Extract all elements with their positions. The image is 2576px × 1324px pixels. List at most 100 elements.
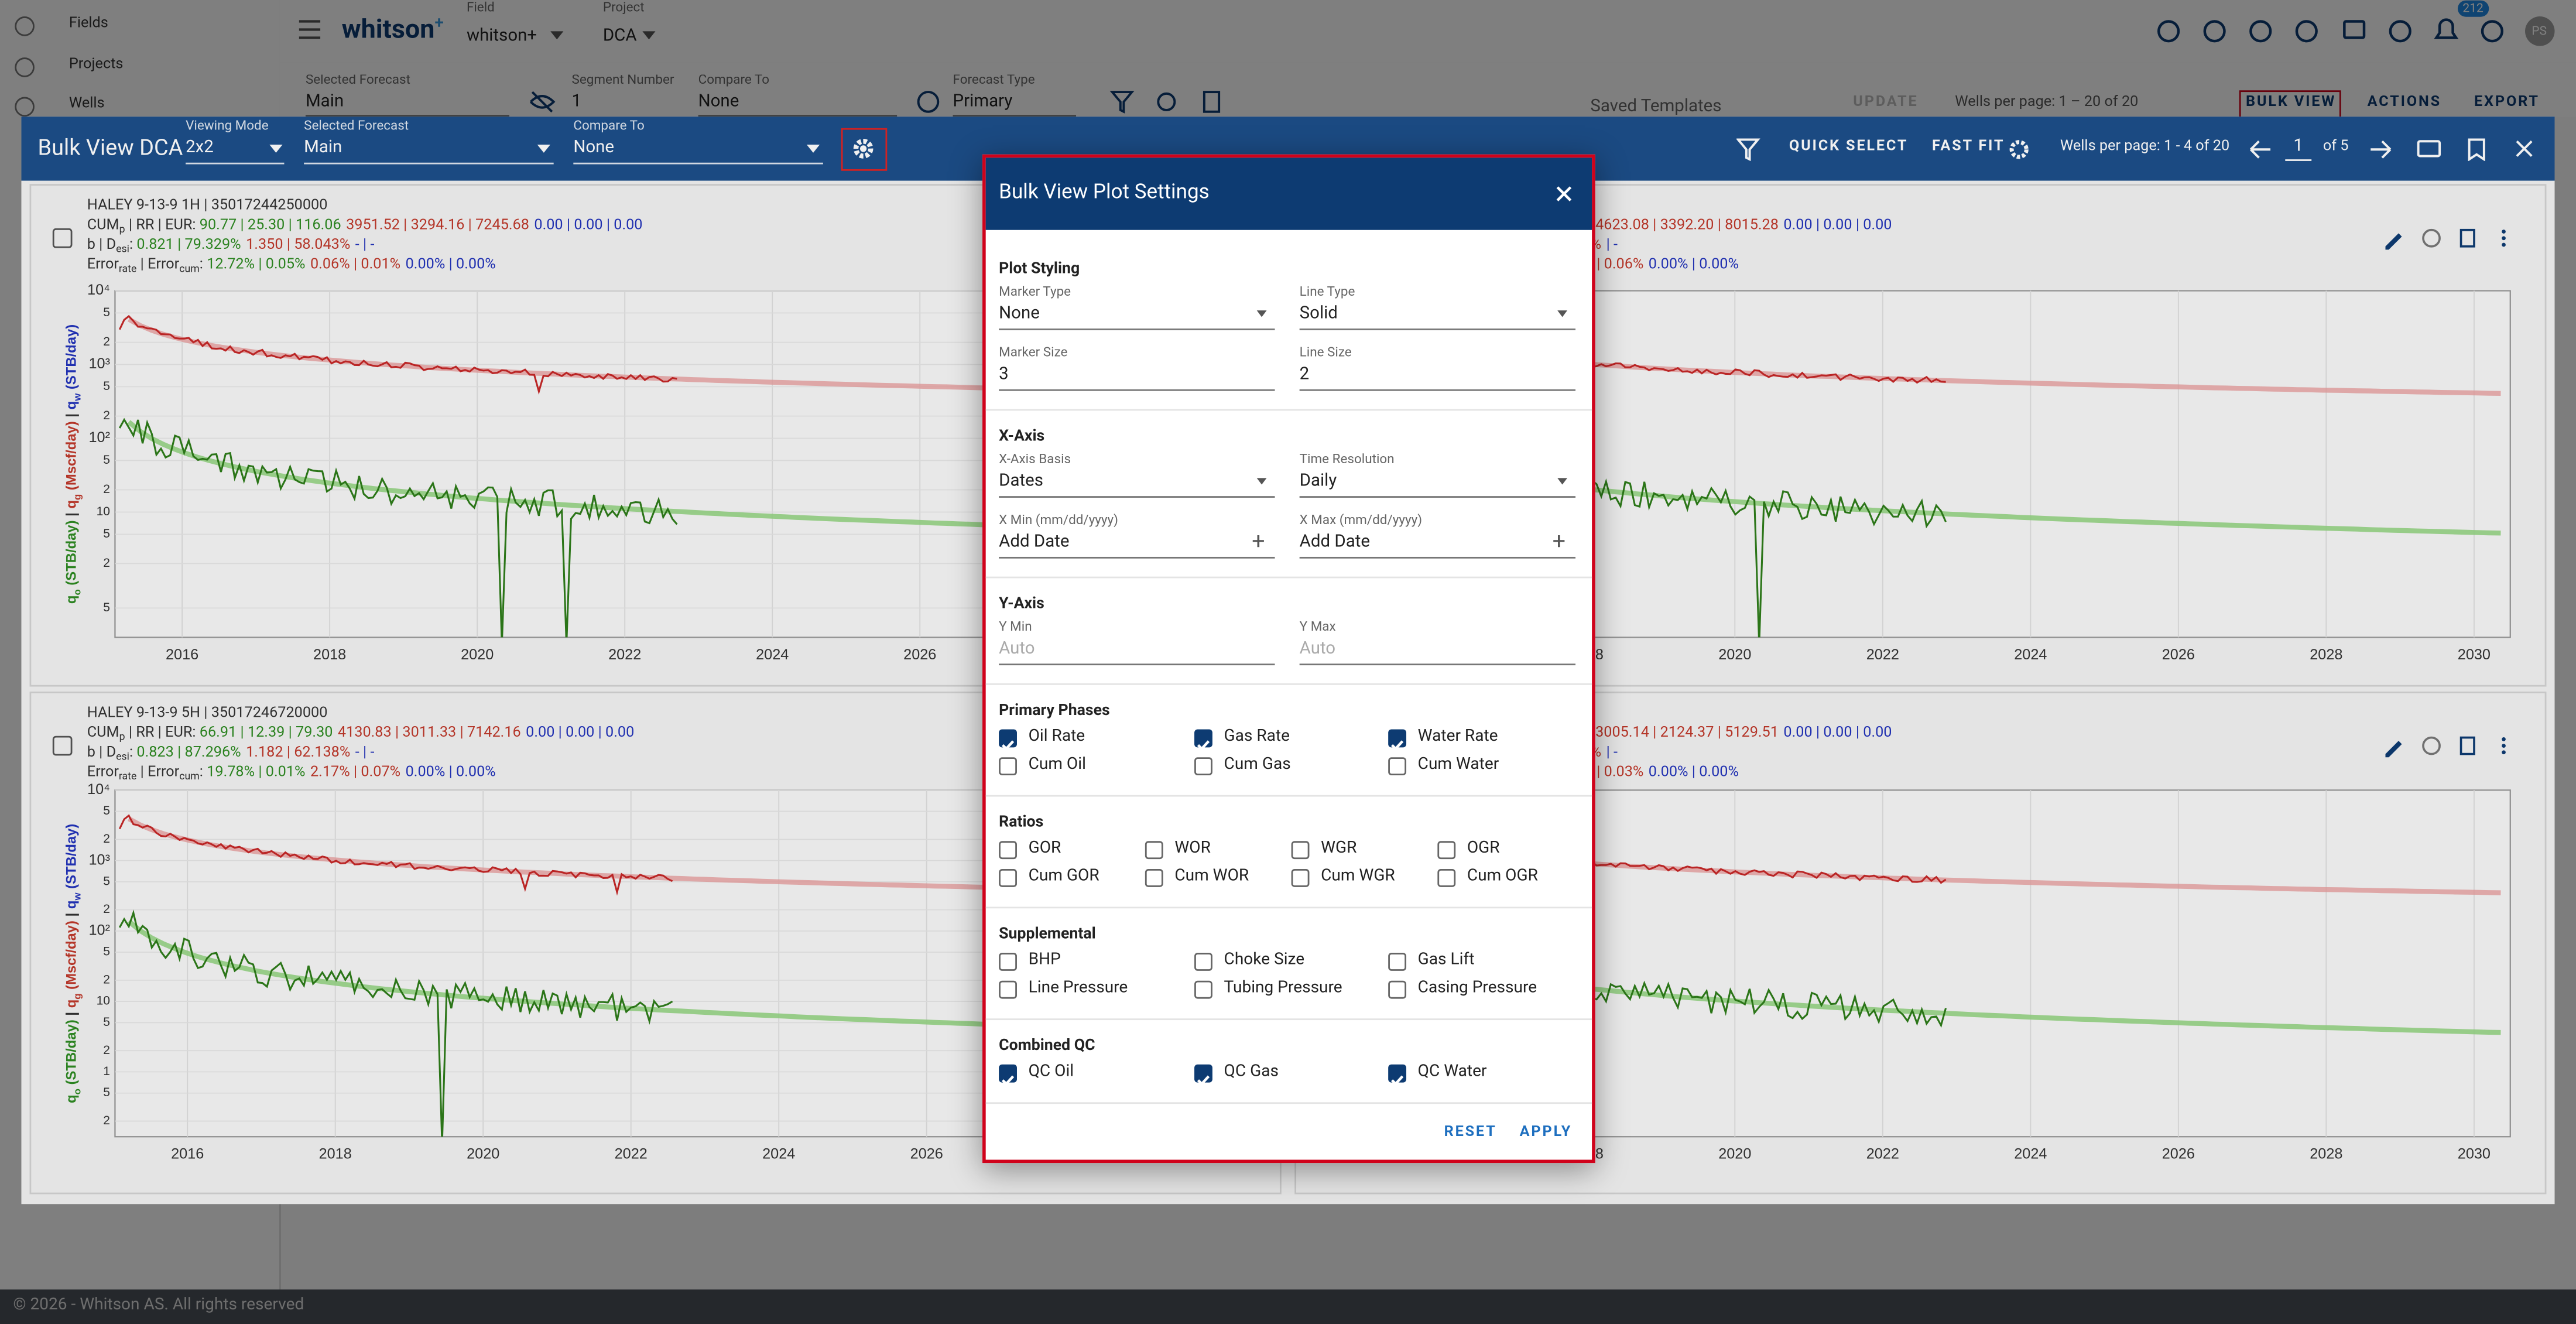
checkbox[interactable] (1194, 980, 1212, 998)
checkbox-label[interactable]: QC Water (1417, 1062, 1487, 1081)
checkbox[interactable] (1388, 1063, 1407, 1085)
approve-icon (2422, 736, 2441, 755)
selected-forecast[interactable]: Main (304, 136, 342, 158)
checkbox[interactable] (999, 1063, 1017, 1085)
checkbox-label[interactable]: Cum GOR (1028, 867, 1099, 886)
reset-button[interactable]: RESET (1444, 1124, 1497, 1141)
x-tick-label: 2022 (1866, 646, 1899, 663)
section-title: X-Axis (999, 427, 1045, 446)
checkbox[interactable] (999, 980, 1017, 998)
section-title: Supplemental (999, 925, 1096, 943)
checkbox[interactable] (999, 840, 1017, 858)
checkbox-label[interactable]: Cum OGR (1467, 867, 1538, 886)
x-tick-label: 2024 (762, 1146, 795, 1162)
checkbox[interactable] (999, 952, 1017, 970)
divider (985, 795, 1592, 797)
close-button[interactable] (1556, 186, 1572, 202)
checkbox[interactable] (1145, 840, 1163, 858)
checkbox-label[interactable]: BHP (1028, 951, 1061, 970)
stat-text: 0.821 | 79.329% (136, 237, 241, 254)
checkbox[interactable] (1388, 952, 1407, 970)
checkbox-label[interactable]: Cum Oil (1028, 755, 1086, 774)
checkbox[interactable] (1388, 756, 1407, 775)
checkmark (1197, 1075, 1210, 1085)
checkbox-label[interactable]: Tubing Pressure (1224, 979, 1342, 997)
stat-text: Error (87, 764, 119, 781)
stat-line: CUMp | RR | EUR: 90.77 | 25.30 | 116.06 3… (87, 217, 643, 234)
field-value[interactable]: Daily (1299, 469, 1337, 491)
well-checkbox[interactable] (52, 735, 73, 756)
checkbox-label[interactable]: QC Oil (1028, 1062, 1074, 1081)
x-tick-label: 2022 (615, 1146, 648, 1162)
field-value[interactable]: Solid (1299, 302, 1338, 323)
card-actions[interactable] (2385, 736, 2506, 758)
field-value[interactable]: Auto (1299, 637, 1336, 659)
compare-to[interactable]: None (573, 136, 615, 158)
checkbox[interactable] (1145, 868, 1163, 887)
label-part: (STB/day) (64, 1019, 80, 1089)
x-tick-label: 2018 (319, 1146, 352, 1162)
checkbox-label[interactable]: QC Gas (1224, 1062, 1279, 1081)
checkbox-label[interactable]: GOR (1028, 839, 1061, 858)
checkbox[interactable] (1291, 868, 1310, 887)
page-input[interactable]: 1 (2293, 134, 2303, 156)
checkbox[interactable] (1437, 840, 1456, 858)
y-tick-label: 5 (103, 527, 110, 540)
checkbox-label[interactable]: Choke Size (1224, 951, 1305, 970)
stat-text: 0.00% | 0.00% (405, 764, 496, 781)
field-label: Y Max (1299, 619, 1336, 634)
x-tick-label: 2030 (2458, 1146, 2491, 1162)
checkbox-label[interactable]: WGR (1321, 839, 1357, 858)
stat-text: CUM (87, 217, 119, 234)
checkbox[interactable] (999, 756, 1017, 775)
field-value[interactable]: Dates (999, 469, 1043, 491)
checkbox-label[interactable]: Gas Rate (1224, 727, 1290, 746)
checkbox-label[interactable]: Cum WOR (1174, 867, 1249, 886)
section-title: Primary Phases (999, 702, 1110, 720)
stat-text: | Error (136, 764, 180, 781)
checkbox[interactable] (1194, 728, 1212, 750)
bulk-bar-icons[interactable] (1736, 138, 2541, 161)
checkbox-label[interactable]: Water Rate (1417, 727, 1498, 746)
apply-button[interactable]: APPLY (1519, 1124, 1573, 1141)
checkbox[interactable] (1437, 868, 1456, 887)
y-tick-label: 5 (103, 1015, 110, 1029)
checkmark (1197, 739, 1210, 750)
field-value[interactable]: 3 (999, 362, 1009, 384)
well-checkbox[interactable] (52, 228, 73, 248)
field-value[interactable]: 2 (1299, 362, 1310, 384)
checkbox[interactable] (1194, 1063, 1212, 1085)
checkbox-label[interactable]: Gas Lift (1417, 951, 1475, 970)
stat-line: Errorrate | Errorcum: 19.78% | 0.01% 2.17… (87, 764, 496, 783)
checkbox-label[interactable]: Cum WGR (1321, 867, 1395, 886)
dropdown-arrows (269, 144, 820, 153)
field-value[interactable]: Add Date (1299, 530, 1371, 552)
gas-history (118, 814, 673, 896)
subscript: rate (118, 769, 137, 783)
field-value[interactable]: None (999, 302, 1040, 323)
checkbox-label[interactable]: OGR (1467, 839, 1500, 858)
checkbox[interactable] (1291, 840, 1310, 858)
checkbox-label[interactable]: WOR (1174, 839, 1211, 858)
checkbox[interactable] (1388, 728, 1407, 750)
field-value[interactable]: Auto (999, 637, 1035, 659)
checkbox[interactable] (999, 868, 1017, 887)
field-label: X Max (mm/dd/yyyy) (1299, 512, 1423, 528)
quick-select[interactable]: QUICK SELECT (1789, 139, 1909, 156)
settings-icon[interactable] (852, 138, 873, 159)
checkbox-label[interactable]: Cum Gas (1224, 755, 1291, 774)
field-value[interactable]: Add Date (999, 530, 1070, 552)
checkbox-label[interactable]: Line Pressure (1028, 979, 1128, 997)
checkbox[interactable] (1194, 952, 1212, 970)
checkbox-label[interactable]: Cum Water (1417, 755, 1499, 774)
modal-header (985, 158, 1592, 230)
checkbox[interactable] (1194, 756, 1212, 775)
checkbox[interactable] (1388, 980, 1407, 998)
checkbox[interactable] (999, 728, 1017, 750)
checkbox-label[interactable]: Oil Rate (1028, 727, 1085, 746)
fast-fit[interactable]: FAST FIT (1931, 139, 2005, 156)
card-actions[interactable] (2385, 228, 2506, 250)
y-tick-label: 1 (103, 1065, 110, 1078)
viewing-mode[interactable]: 2x2 (186, 136, 214, 158)
checkbox-label[interactable]: Casing Pressure (1417, 979, 1537, 997)
